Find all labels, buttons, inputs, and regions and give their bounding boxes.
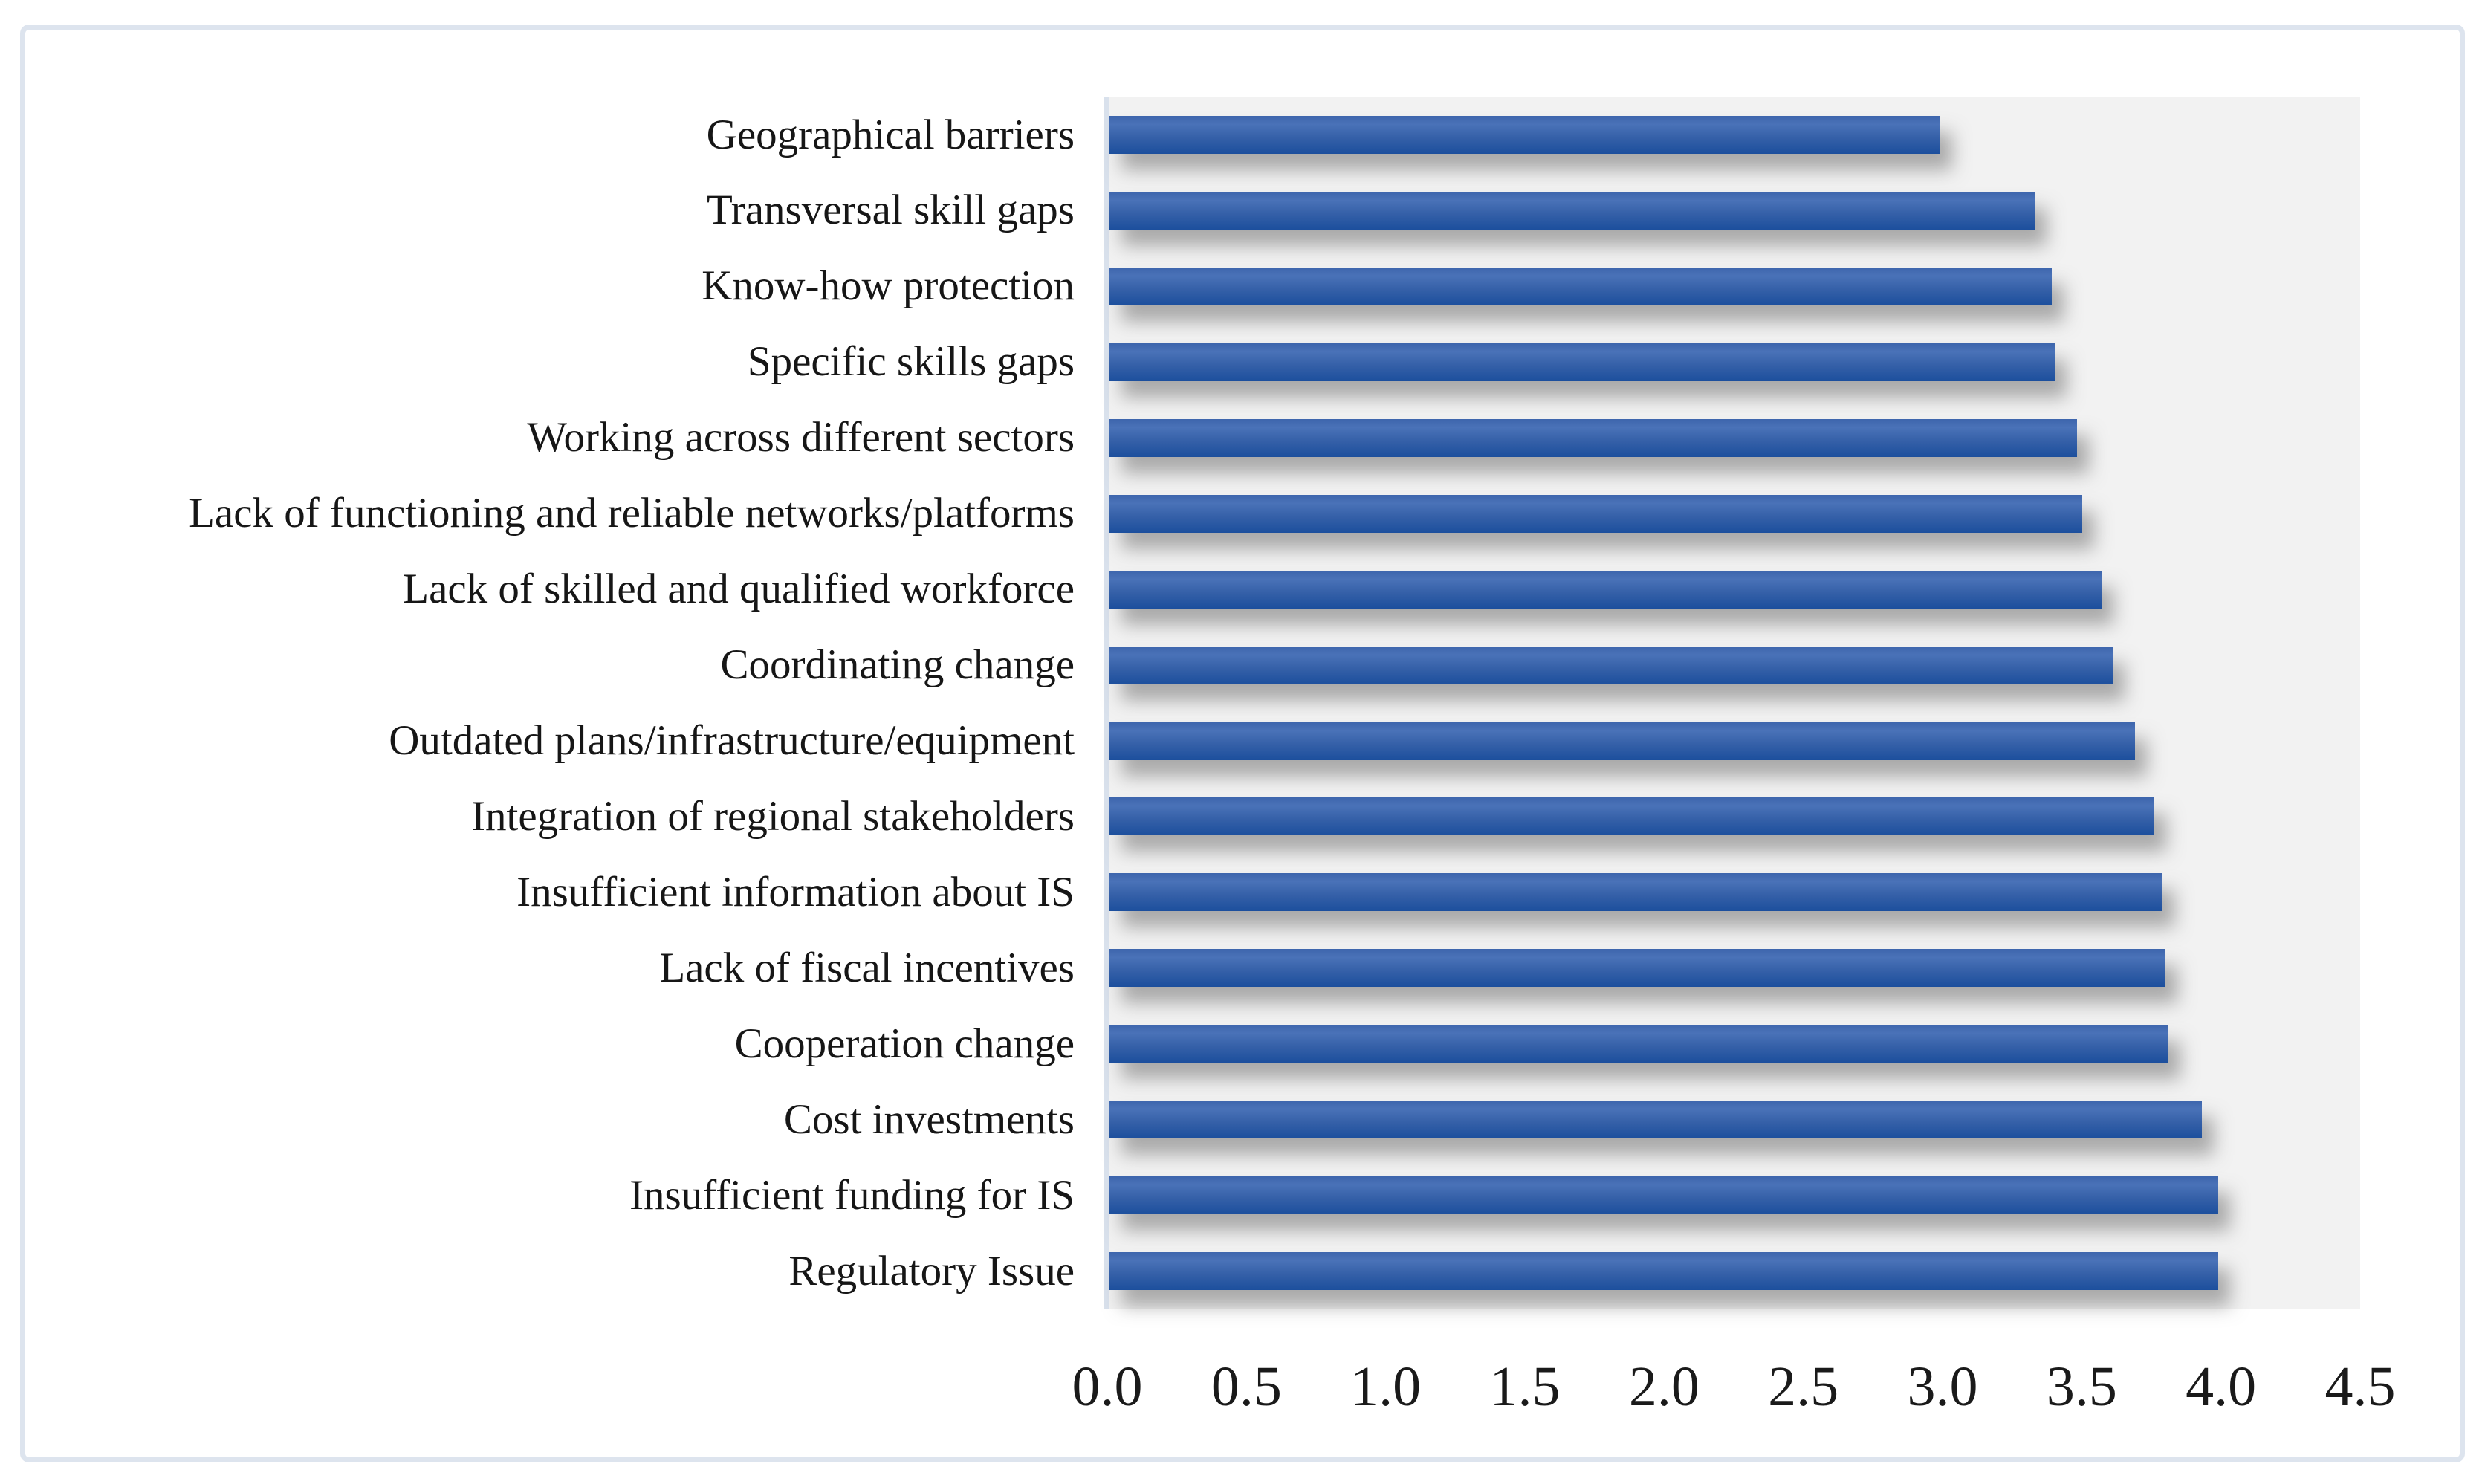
bar bbox=[1109, 116, 1941, 154]
x-tick-label: 0.5 bbox=[1211, 1355, 1282, 1418]
chart-row: Lack of fiscal incentives bbox=[0, 930, 2485, 1005]
category-label: Working across different sectors bbox=[527, 414, 1075, 461]
chart-row: Lack of functioning and reliable network… bbox=[0, 476, 2485, 551]
bar bbox=[1109, 1101, 2202, 1139]
chart-row: Transversal skill gaps bbox=[0, 172, 2485, 248]
bar bbox=[1109, 494, 2082, 533]
chart-row: Cost investments bbox=[0, 1081, 2485, 1157]
category-label: Cost investments bbox=[783, 1095, 1075, 1143]
category-label: Know-how protection bbox=[702, 262, 1075, 310]
x-tick-label: 1.0 bbox=[1350, 1355, 1422, 1418]
category-label: Transversal skill gaps bbox=[706, 187, 1075, 234]
x-tick-label: 0.0 bbox=[1072, 1355, 1143, 1418]
category-label: Insufficient funding for IS bbox=[629, 1171, 1075, 1219]
category-label: Coordinating change bbox=[720, 641, 1075, 689]
bar bbox=[1109, 1252, 2219, 1291]
x-tick-label: 4.5 bbox=[2324, 1355, 2396, 1418]
x-tick-label: 1.5 bbox=[1489, 1355, 1561, 1418]
category-label: Lack of functioning and reliable network… bbox=[189, 490, 1075, 537]
chart-row: Specific skills gaps bbox=[0, 324, 2485, 400]
bar bbox=[1109, 646, 2113, 684]
chart-row: Insufficient information about IS bbox=[0, 854, 2485, 930]
x-tick-label: 2.5 bbox=[1768, 1355, 1839, 1418]
category-label: Outdated plans/infrastructure/equipment bbox=[389, 717, 1075, 765]
chart-row: Lack of skilled and qualified workforce bbox=[0, 551, 2485, 627]
bar bbox=[1109, 570, 2102, 609]
category-label: Integration of regional stakeholders bbox=[471, 792, 1075, 840]
chart-row: Outdated plans/infrastructure/equipment bbox=[0, 703, 2485, 779]
bar bbox=[1109, 191, 2035, 230]
category-label: Cooperation change bbox=[734, 1020, 1075, 1067]
bar bbox=[1109, 949, 2166, 988]
chart-row: Regulatory Issue bbox=[0, 1233, 2485, 1309]
x-tick-label: 4.0 bbox=[2186, 1355, 2257, 1418]
bar bbox=[1109, 722, 2136, 760]
x-tick-label: 3.0 bbox=[1907, 1355, 1978, 1418]
category-label: Specific skills gaps bbox=[747, 338, 1075, 386]
category-label: Lack of fiscal incentives bbox=[659, 944, 1075, 991]
bar bbox=[1109, 267, 2052, 305]
category-label: Insufficient information about IS bbox=[516, 868, 1075, 916]
bar bbox=[1109, 797, 2155, 836]
x-tick-label: 2.0 bbox=[1628, 1355, 1700, 1418]
category-label: Geographical barriers bbox=[706, 111, 1075, 158]
x-axis: 0.0 0.5 1.0 1.5 2.0 2.5 3.0 3.5 4.0 4.5 bbox=[1072, 1355, 2396, 1440]
chart-row: Coordinating change bbox=[0, 627, 2485, 703]
chart-row: Cooperation change bbox=[0, 1005, 2485, 1081]
x-tick-label: 3.5 bbox=[2046, 1355, 2117, 1418]
bar bbox=[1109, 1025, 2168, 1063]
bar bbox=[1109, 343, 2055, 381]
chart-row: Working across different sectors bbox=[0, 400, 2485, 476]
chart-row: Geographical barriers bbox=[0, 97, 2485, 172]
chart-row: Know-how protection bbox=[0, 248, 2485, 324]
category-label: Regulatory Issue bbox=[788, 1247, 1075, 1295]
chart-row: Insufficient funding for IS bbox=[0, 1157, 2485, 1233]
bar bbox=[1109, 1176, 2219, 1215]
chart-row: Integration of regional stakeholders bbox=[0, 778, 2485, 854]
bar bbox=[1109, 418, 2077, 457]
category-label: Lack of skilled and qualified workforce bbox=[403, 566, 1075, 613]
bar bbox=[1109, 873, 2163, 912]
